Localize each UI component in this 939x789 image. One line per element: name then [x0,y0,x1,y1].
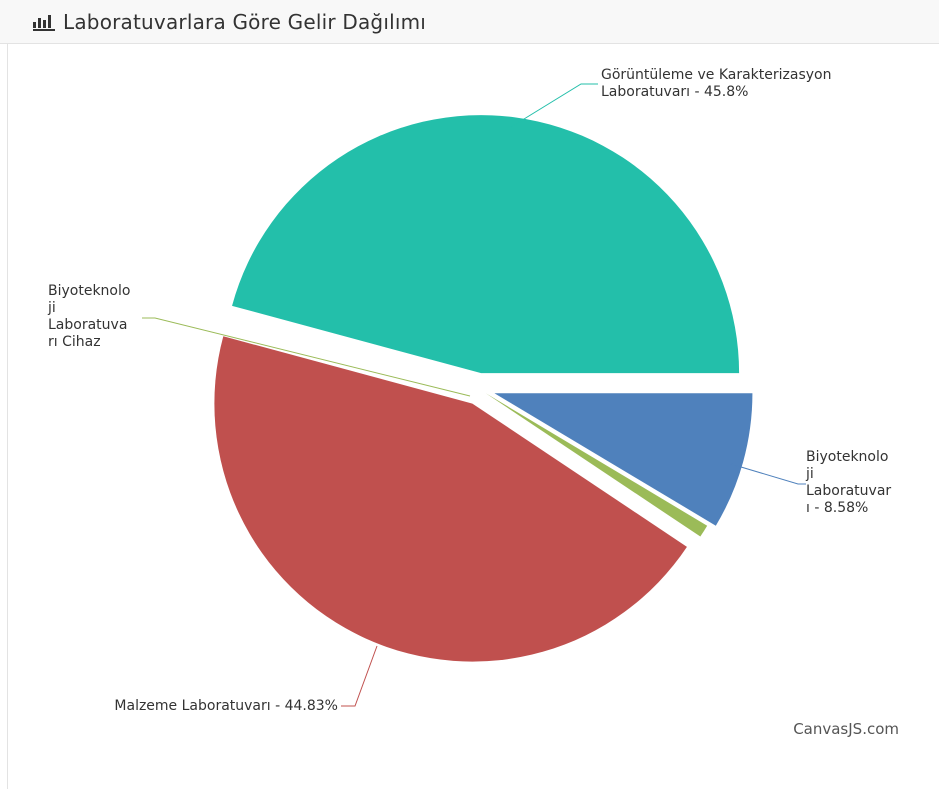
bar-chart-icon [33,13,55,31]
chart-card-body: Görüntüleme ve Karakterizasyon Laboratuva… [7,44,939,789]
chart-credit[interactable]: CanvasJS.com [793,720,899,738]
slice-label-line: Laboratuva [48,317,127,333]
slice-label: Biyoteknolo ji Laboratuva rı Cihaz [47,283,130,350]
slice-label-line: Laboratuvarı - 45.8% [601,84,748,100]
pie-slice[interactable] [485,393,708,537]
slice-label-line: Görüntüleme ve Karakterizasyon [601,67,831,83]
leader-line [730,463,806,485]
slice-label: Görüntüleme ve Karakterizasyon Laboratuva… [601,67,831,100]
slice-label-line: Biyoteknolo [48,283,130,299]
leader-line [510,83,598,128]
chart-card-header: Laboratuvarlara Göre Gelir Dağılımı [0,0,939,44]
chart-title: Laboratuvarlara Göre Gelir Dağılımı [63,9,427,34]
slice-label-line: ji [47,300,56,316]
slice-label-line: rı Cihaz [48,334,101,350]
slice-label-line: ı - 8.58% [806,500,868,516]
pie-slice[interactable] [214,336,687,662]
slice-label-line: Malzeme Laboratuvarı - 44.83% [114,698,338,714]
slice-label-line: ji [805,466,814,482]
pie-chart: Görüntüleme ve Karakterizasyon Laboratuva… [47,67,899,738]
pie-slice[interactable] [232,115,740,374]
leader-line [142,317,471,397]
slice-label-line: Laboratuvar [806,483,891,499]
slice-label: Malzeme Laboratuvarı - 44.83% [114,698,338,714]
slice-label: Biyoteknolo ji Laboratuvar ı - 8.58% [805,449,891,516]
leader-line [341,645,378,707]
pie-slice[interactable] [494,393,753,526]
slice-label-line: Biyoteknolo [806,449,888,465]
